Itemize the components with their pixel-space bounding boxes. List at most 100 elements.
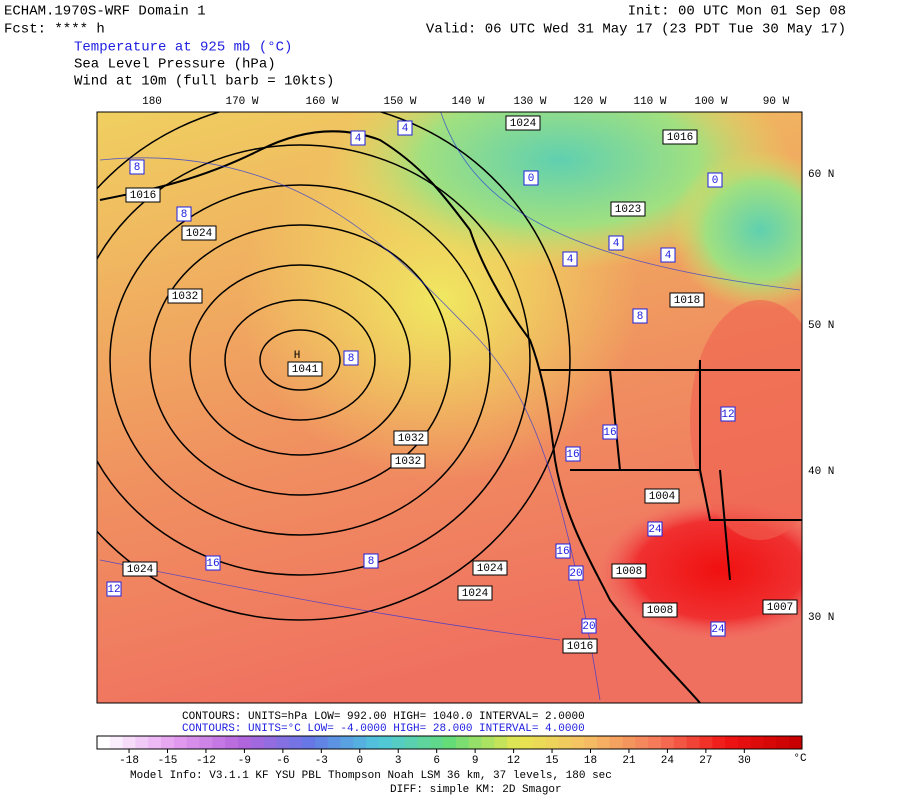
temp-label: 8 — [368, 556, 375, 568]
colorbar-swatch — [635, 736, 649, 749]
temp-contour-info: CONTOURS: UNITS=°C LOW= -4.0000 HIGH= 28… — [182, 723, 585, 735]
colorbar-swatch — [340, 736, 354, 749]
colorbar-swatch — [725, 736, 739, 749]
colorbar-swatch — [430, 736, 444, 749]
colorbar-swatch — [776, 736, 790, 749]
temp-label: 12 — [721, 409, 734, 421]
colorbar-swatch — [212, 736, 226, 749]
colorbar-swatch — [443, 736, 457, 749]
pressure-label-box — [287, 361, 323, 377]
colorbar-swatch — [199, 736, 213, 749]
temp-label-box — [350, 130, 366, 146]
temp-label-box — [565, 446, 581, 462]
colorbar-swatch — [712, 736, 726, 749]
temp-label-box — [176, 206, 192, 222]
temp-label: 8 — [637, 311, 644, 323]
temp-label: 24 — [648, 524, 662, 536]
colorbar-tick-label: -9 — [238, 755, 251, 767]
header-left: ECHAM.1970S-WRF Domain 1 — [4, 4, 206, 20]
colorbar-swatch — [661, 736, 675, 749]
header-left: Fcst: **** h — [4, 22, 105, 38]
colorbar-swatch — [327, 736, 342, 749]
pressure-label-box — [472, 560, 508, 576]
colorbar-swatch — [455, 736, 470, 749]
temp-label: 8 — [181, 209, 188, 221]
pressure-label-box — [662, 129, 698, 145]
lon-label: 160 W — [305, 96, 338, 108]
pressure-label: 1007 — [767, 602, 793, 614]
slp-contour-info: CONTOURS: UNITS=hPa LOW= 992.00 HIGH= 10… — [182, 711, 585, 723]
colorbar-swatch — [545, 736, 559, 749]
temp-label: 4 — [613, 238, 620, 250]
lon-label: 90 W — [763, 96, 790, 108]
pressure-label-box — [393, 430, 429, 446]
colorbar-tick-label: -3 — [315, 755, 328, 767]
pressure-label: 1032 — [395, 456, 421, 468]
colorbar-tick-label: 30 — [738, 755, 751, 767]
lat-label: 30 N — [808, 612, 834, 624]
temp-label: 0 — [528, 173, 535, 185]
pressure-label: 1023 — [615, 204, 641, 216]
colorbar-swatch — [507, 736, 521, 749]
colorbar-tick-label: 9 — [472, 755, 479, 767]
colorbar-tick-label: -18 — [119, 755, 139, 767]
colorbar-tick-label: -12 — [196, 755, 216, 767]
pressure-label: 1041 — [292, 364, 319, 376]
colorbar-swatch — [750, 736, 765, 749]
temp-label-box — [647, 521, 663, 537]
colorbar-swatch — [353, 736, 367, 749]
pressure-label-box — [611, 563, 647, 579]
temp-label-box — [129, 159, 145, 175]
temp-label: 0 — [712, 175, 719, 187]
pressure-label-box — [505, 115, 541, 131]
lon-label: 100 W — [694, 96, 727, 108]
colorbar-swatch — [379, 736, 393, 749]
colorbar-swatch — [532, 736, 547, 749]
pressure-label-box — [642, 602, 678, 618]
field-label: Temperature at 925 mb (°C) — [74, 40, 292, 56]
pressure-label: 1024 — [127, 564, 154, 576]
colorbar-swatch — [571, 736, 585, 749]
colorbar-swatch — [225, 736, 239, 749]
colorbar-swatch — [276, 736, 290, 749]
lon-label: 110 W — [633, 96, 666, 108]
lon-label: 140 W — [451, 96, 484, 108]
pressure-label-box — [762, 599, 798, 615]
colorbar-swatch — [699, 736, 713, 749]
colorbar-swatch — [648, 736, 662, 749]
pressure-label: 1004 — [649, 491, 676, 503]
temp-label-box — [608, 235, 624, 251]
pressure-label-box — [644, 488, 680, 504]
pressure-label-box — [390, 453, 426, 469]
model-info: DIFF: simple KM: 2D Smagor — [390, 784, 562, 796]
temp-label-box — [602, 424, 618, 440]
colorbar-tick-label: 0 — [356, 755, 363, 767]
colorbar-swatch — [250, 736, 265, 749]
colorbar-swatch — [673, 736, 688, 749]
colorbar-swatch — [789, 736, 803, 749]
colorbar-swatch — [622, 736, 636, 749]
lon-label: 150 W — [383, 96, 416, 108]
lon-label: 180 — [142, 96, 162, 108]
pressure-label-box — [669, 292, 705, 308]
temp-label: 8 — [348, 353, 355, 365]
colorbar-swatch — [558, 736, 572, 749]
colorbar-tick-label: 15 — [545, 755, 558, 767]
colorbar-tick-label: 6 — [433, 755, 440, 767]
lon-label: 170 W — [225, 96, 258, 108]
colorbar-tick-label: 21 — [622, 755, 636, 767]
temp-label: 24 — [711, 624, 725, 636]
colorbar-swatch — [584, 736, 598, 749]
map-area — [97, 112, 802, 703]
colorbar-swatch — [417, 736, 431, 749]
temp-label: 20 — [569, 568, 582, 580]
colorbar-swatch — [609, 736, 624, 749]
pressure-label: 1016 — [667, 132, 693, 144]
colorbar-swatch — [494, 736, 508, 749]
temp-label-box — [205, 555, 221, 571]
pressure-label: 1016 — [130, 190, 156, 202]
colorbar-swatch — [763, 736, 777, 749]
colorbar-swatch — [263, 736, 277, 749]
temp-label-box — [555, 543, 571, 559]
temp-label: 8 — [134, 162, 141, 174]
